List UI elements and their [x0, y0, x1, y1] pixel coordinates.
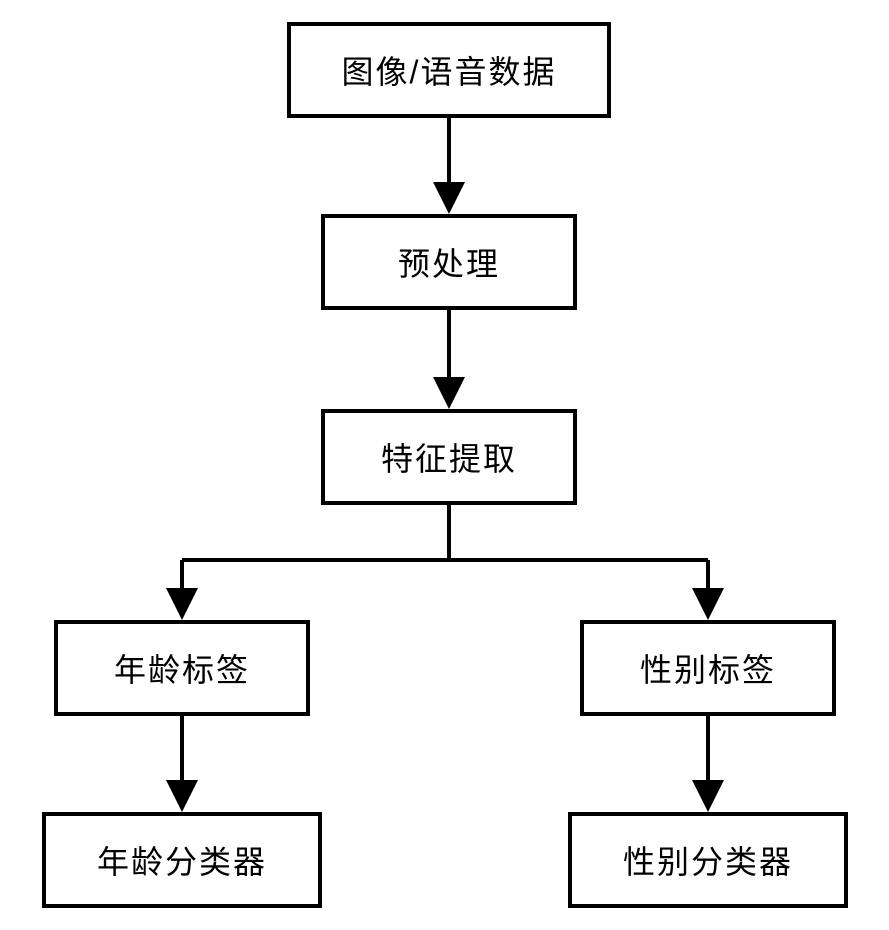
flow-arrows: [0, 0, 889, 930]
